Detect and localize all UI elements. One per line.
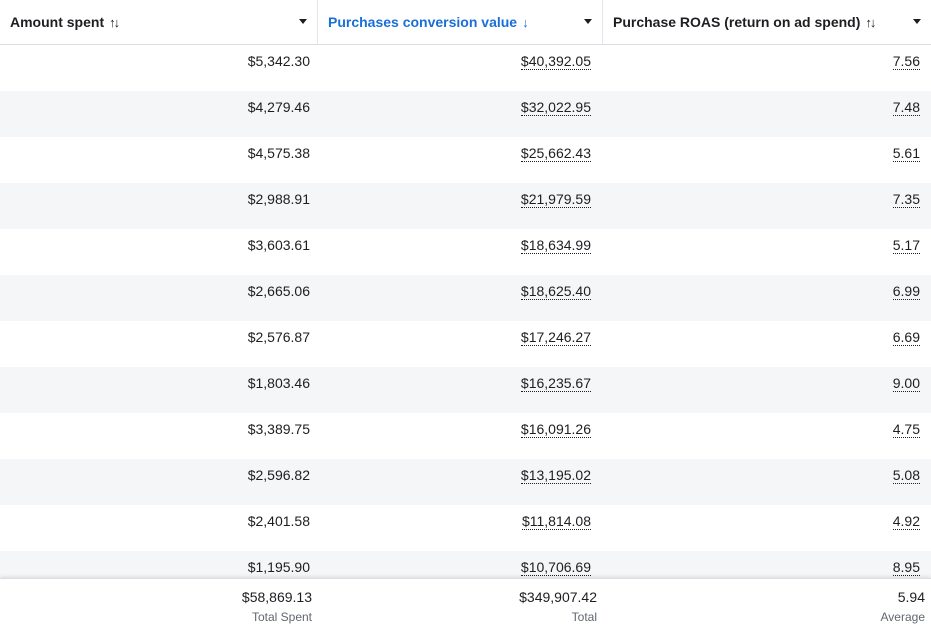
cell-amount-spent: $5,342.30: [247, 53, 310, 69]
summary-label: Total Spent: [251, 610, 312, 624]
table-header: Amount spent ↑↓ Purchases conversion val…: [0, 0, 931, 45]
conversion-value-link[interactable]: $11,814.08: [521, 513, 591, 530]
summary-value: $349,907.42: [519, 589, 597, 605]
table-row: $5,342.30 $40,392.05 7.56: [0, 45, 931, 91]
column-header-roas[interactable]: Purchase ROAS (return on ad spend) ↑↓: [603, 0, 931, 44]
summary-conversion-value: $349,907.42 Total: [318, 579, 603, 643]
column-header-label: Purchase ROAS (return on ad spend): [613, 14, 861, 30]
cell-conversion-value: $32,022.95: [318, 91, 603, 137]
cell-amount-spent: $4,575.38: [247, 145, 310, 161]
roas-value-link[interactable]: 5.61: [892, 145, 920, 162]
column-header-amount-spent[interactable]: Amount spent ↑↓: [0, 0, 318, 44]
summary-roas: 5.94 Average: [603, 579, 931, 643]
conversion-value-link[interactable]: $10,706.69: [520, 559, 591, 576]
conversion-value-link[interactable]: $16,235.67: [520, 375, 591, 392]
sort-arrows-icon[interactable]: ↑↓: [109, 14, 120, 30]
column-header-conversion-value[interactable]: Purchases conversion value ↓: [318, 0, 603, 44]
cell-roas: 4.92: [603, 505, 931, 551]
cell-amount-spent: $1,195.90: [247, 559, 310, 575]
conversion-value-link[interactable]: $18,634.99: [520, 237, 591, 254]
roas-value-link[interactable]: 5.08: [892, 467, 920, 484]
cell-roas: 7.35: [603, 183, 931, 229]
cell-conversion-value: $40,392.05: [318, 45, 603, 91]
cell-conversion-value: $16,235.67: [318, 367, 603, 413]
summary-label: Average: [880, 610, 925, 624]
roas-value-link[interactable]: 7.56: [892, 53, 920, 70]
conversion-value-link[interactable]: $18,625.40: [520, 283, 591, 300]
roas-value-link[interactable]: 6.99: [892, 283, 920, 300]
table-row: $2,988.91 $21,979.59 7.35: [0, 183, 931, 229]
conversion-value-link[interactable]: $13,195.02: [520, 467, 591, 484]
cell-roas: 9.00: [603, 367, 931, 413]
cell-roas: 7.48: [603, 91, 931, 137]
roas-value-link[interactable]: 6.69: [892, 329, 920, 346]
cell-conversion-value: $17,246.27: [318, 321, 603, 367]
sort-arrows-icon[interactable]: ↑↓: [865, 14, 876, 30]
cell-conversion-value: $21,979.59: [318, 183, 603, 229]
table-row: $2,596.82 $13,195.02 5.08: [0, 459, 931, 505]
summary-value: 5.94: [897, 589, 925, 605]
cell-amount-spent: $4,279.46: [247, 99, 310, 115]
cell-amount-spent: $2,988.91: [247, 191, 310, 207]
table-body: $5,342.30 $40,392.05 7.56 $4,279.46 $32,022.…: [0, 45, 931, 578]
conversion-value-link[interactable]: $16,091.26: [520, 421, 591, 438]
cell-amount-spent: $3,389.75: [247, 421, 310, 437]
conversion-value-link[interactable]: $17,246.27: [520, 329, 591, 346]
roas-value-link[interactable]: 4.75: [892, 421, 920, 438]
column-dropdown-icon[interactable]: [584, 19, 592, 24]
column-dropdown-icon[interactable]: [299, 19, 307, 24]
column-header-label: Amount spent: [10, 14, 105, 30]
roas-value-link[interactable]: 8.95: [892, 559, 920, 576]
roas-value-link[interactable]: 4.92: [892, 513, 920, 530]
table-row: $2,665.06 $18,625.40 6.99: [0, 275, 931, 321]
cell-roas: 7.56: [603, 45, 931, 91]
roas-value-link[interactable]: 9.00: [892, 375, 920, 392]
roas-value-link[interactable]: 5.17: [892, 237, 920, 254]
cell-roas: 5.08: [603, 459, 931, 505]
cell-roas: 6.69: [603, 321, 931, 367]
cell-roas: 6.99: [603, 275, 931, 321]
table-row: $3,603.61 $18,634.99 5.17: [0, 229, 931, 275]
summary-label: Total: [571, 610, 597, 624]
conversion-value-link[interactable]: $21,979.59: [520, 191, 591, 208]
cell-amount-spent: $2,576.87: [247, 329, 310, 345]
cell-amount-spent: $2,596.82: [247, 467, 310, 483]
cell-amount-spent: $3,603.61: [247, 237, 310, 253]
cell-conversion-value: $18,634.99: [318, 229, 603, 275]
table-row: $1,195.90 $10,706.69 8.95: [0, 551, 931, 578]
cell-roas: 4.75: [603, 413, 931, 459]
table-row: $4,279.46 $32,022.95 7.48: [0, 91, 931, 137]
summary-amount-spent: $58,869.13 Total Spent: [0, 579, 318, 643]
roas-value-link[interactable]: 7.35: [892, 191, 920, 208]
cell-conversion-value: $11,814.08: [318, 505, 603, 551]
table-row: $2,401.58 $11,814.08 4.92: [0, 505, 931, 551]
column-dropdown-icon[interactable]: [913, 19, 921, 24]
conversion-value-link[interactable]: $40,392.05: [520, 53, 591, 70]
table-row: $4,575.38 $25,662.43 5.61: [0, 137, 931, 183]
cell-amount-spent: $1,803.46: [247, 375, 310, 391]
cell-roas: 5.61: [603, 137, 931, 183]
column-header-label: Purchases conversion value: [328, 14, 518, 30]
conversion-value-link[interactable]: $25,662.43: [520, 145, 591, 162]
table-summary-row: $58,869.13 Total Spent $349,907.42 Total…: [0, 578, 931, 643]
cell-conversion-value: $18,625.40: [318, 275, 603, 321]
cell-roas: 8.95: [603, 551, 931, 578]
cell-conversion-value: $16,091.26: [318, 413, 603, 459]
conversion-value-link[interactable]: $32,022.95: [520, 99, 591, 116]
table-row: $3,389.75 $16,091.26 4.75: [0, 413, 931, 459]
cell-conversion-value: $10,706.69: [318, 551, 603, 578]
table-row: $1,803.46 $16,235.67 9.00: [0, 367, 931, 413]
cell-amount-spent: $2,401.58: [247, 513, 310, 529]
table-row: $2,576.87 $17,246.27 6.69: [0, 321, 931, 367]
cell-amount-spent: $2,665.06: [247, 283, 310, 299]
roas-value-link[interactable]: 7.48: [892, 99, 920, 116]
cell-roas: 5.17: [603, 229, 931, 275]
cell-conversion-value: $13,195.02: [318, 459, 603, 505]
summary-value: $58,869.13: [241, 589, 312, 605]
sort-descending-icon[interactable]: ↓: [522, 14, 528, 30]
cell-conversion-value: $25,662.43: [318, 137, 603, 183]
